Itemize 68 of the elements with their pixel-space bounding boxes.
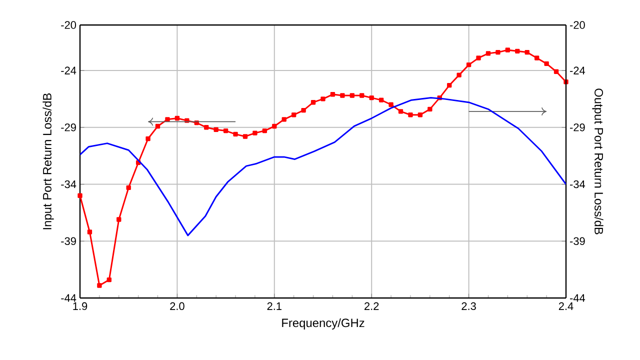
y-tick-label: -29 <box>61 124 76 132</box>
point <box>505 48 510 52</box>
point <box>418 112 423 118</box>
point <box>360 93 364 98</box>
point <box>310 100 316 105</box>
x-tick-label: 2.3 <box>462 302 476 310</box>
point <box>106 277 112 282</box>
x-tick-label: 2.0 <box>170 302 184 310</box>
point <box>408 112 413 118</box>
point <box>174 116 180 121</box>
point <box>369 95 374 100</box>
point <box>496 50 500 55</box>
point <box>486 51 491 56</box>
point <box>252 130 258 136</box>
point <box>262 128 268 134</box>
y-tick-label: -39 <box>61 237 76 246</box>
point <box>456 72 462 78</box>
point <box>116 217 122 222</box>
point <box>165 117 170 122</box>
y2-tick-label: -20 <box>570 21 585 29</box>
point <box>554 69 559 74</box>
point <box>350 93 355 98</box>
point <box>272 124 277 129</box>
y2-tick-label: -24 <box>570 66 586 74</box>
point <box>428 106 432 112</box>
point <box>291 112 296 118</box>
point <box>515 48 520 54</box>
point <box>378 98 384 102</box>
y2-tick-label: -34 <box>570 180 586 188</box>
y-axis-title: Input Port Return Loss/dB <box>42 93 54 230</box>
point <box>204 125 209 130</box>
point <box>155 124 160 129</box>
point <box>544 61 549 66</box>
x-tick-label: 2.4 <box>558 302 574 310</box>
x-axis-title: Frequency/GHz <box>282 318 364 330</box>
y2-tick-label: -29 <box>570 124 585 132</box>
line-series <box>80 97 566 236</box>
y-tick-label: -20 <box>61 21 76 29</box>
point <box>78 193 82 198</box>
point <box>223 128 228 134</box>
point <box>534 56 540 60</box>
y-tick-label: -24 <box>61 66 76 74</box>
point <box>242 134 248 139</box>
point <box>466 62 472 68</box>
point <box>447 82 452 88</box>
point <box>126 185 131 190</box>
point <box>524 50 530 55</box>
point <box>97 283 102 288</box>
point <box>320 96 326 102</box>
x-tick-label: 2.1 <box>267 302 282 310</box>
y2-axis-title: Output Port Return Loss/dB <box>592 88 604 234</box>
point <box>146 136 150 142</box>
x-tick-label: 2.2 <box>364 302 379 310</box>
point <box>301 108 306 113</box>
y2-tick-label: -39 <box>570 237 585 246</box>
point <box>398 109 404 114</box>
point <box>476 56 481 60</box>
point <box>233 132 238 137</box>
point <box>214 127 218 132</box>
point <box>282 117 286 122</box>
point <box>330 92 336 97</box>
x-tick-label: 1.9 <box>73 302 88 310</box>
point <box>388 102 394 107</box>
point <box>340 93 345 98</box>
y-tick-label: -44 <box>61 294 76 302</box>
y2-tick-label: -44 <box>570 294 586 302</box>
y-tick-label: -34 <box>61 180 76 188</box>
point <box>87 230 92 234</box>
